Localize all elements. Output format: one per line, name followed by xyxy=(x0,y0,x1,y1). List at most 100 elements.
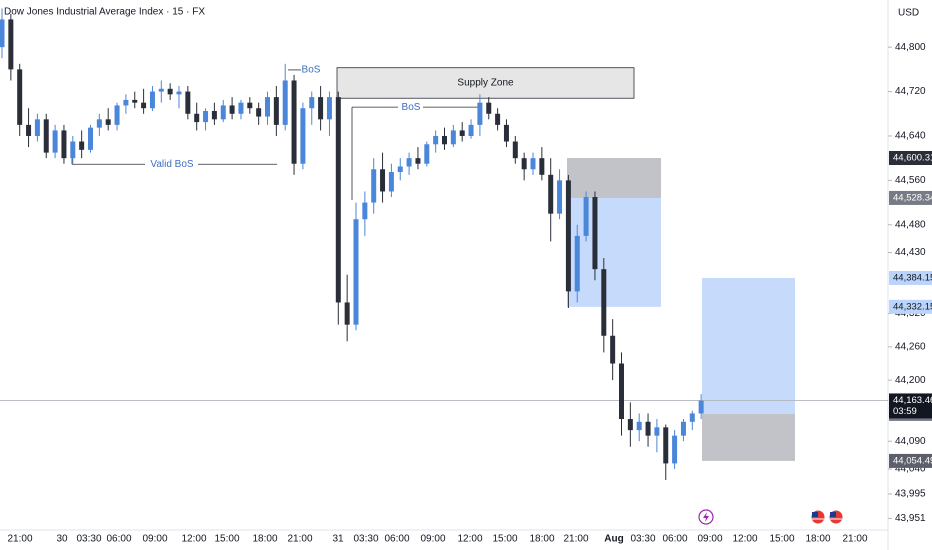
x-tick-label: 30 xyxy=(56,534,68,545)
candle-body xyxy=(211,110,217,120)
lightning-icon xyxy=(703,512,709,522)
candle-body xyxy=(105,119,111,125)
price-label: 44,600.31 xyxy=(893,153,932,164)
candle-body xyxy=(229,105,235,114)
candle-body xyxy=(353,219,359,325)
candle-body xyxy=(273,97,279,125)
candle-body xyxy=(17,69,23,125)
x-tick-label: Aug xyxy=(604,534,623,545)
candle-body xyxy=(371,169,377,203)
candle-body xyxy=(114,105,120,125)
candle-body xyxy=(424,144,430,164)
candle-body xyxy=(592,197,598,270)
candle-body xyxy=(149,91,155,109)
price-label-bg xyxy=(889,453,932,468)
y-tick-label: 44,640 xyxy=(895,131,926,142)
x-tick-label: 18:00 xyxy=(529,534,554,545)
price-label: 44,528.34 xyxy=(893,192,932,203)
candle-body xyxy=(689,413,695,422)
supply-zone xyxy=(336,67,635,99)
currency-label: USD xyxy=(898,8,919,19)
bos-label: BoS xyxy=(302,65,321,76)
last-price-label: 44,163.46 xyxy=(893,395,932,406)
candle-body xyxy=(636,421,642,431)
candle-body xyxy=(123,99,129,106)
x-tick-label: 12:00 xyxy=(181,534,206,545)
x-tick-label: 15:00 xyxy=(492,534,517,545)
candle-body xyxy=(530,158,536,170)
x-tick-label: 06:00 xyxy=(662,534,687,545)
bos-label: BoS xyxy=(402,102,421,113)
y-tick-label: 44,480 xyxy=(895,219,926,230)
candle-body xyxy=(43,119,49,153)
flag-canton xyxy=(830,512,836,517)
candle-body xyxy=(158,88,164,92)
candle-body xyxy=(583,197,589,236)
candle-body xyxy=(70,141,76,159)
candle-body xyxy=(185,91,191,114)
candle-body xyxy=(220,105,226,120)
flag-canton xyxy=(812,512,818,517)
y-tick-label: 44,040 xyxy=(895,464,926,475)
x-tick-label: 31 xyxy=(332,534,344,545)
chart-title: Dow Jones Industrial Average Index · 15 … xyxy=(4,7,205,18)
x-tick-label: 12:00 xyxy=(732,534,757,545)
event-icons xyxy=(698,509,844,525)
candle-body xyxy=(521,158,527,170)
price-label: 44,384.15 xyxy=(893,272,932,283)
x-tick-label: 03:30 xyxy=(630,534,655,545)
candle-body xyxy=(503,124,509,142)
candle-body xyxy=(132,99,138,103)
candle-body xyxy=(654,427,660,436)
candle-body xyxy=(601,269,607,336)
x-tick-label: 09:00 xyxy=(420,534,445,545)
stop-zone xyxy=(702,413,795,461)
x-tick-label: 06:00 xyxy=(384,534,409,545)
candle-body xyxy=(203,110,209,123)
y-tick-label: 44,090 xyxy=(895,436,926,447)
candle-body xyxy=(167,88,173,95)
x-tick-label: 21:00 xyxy=(287,534,312,545)
candle-body xyxy=(388,172,394,192)
x-tick-label: 03:30 xyxy=(353,534,378,545)
price-label-bg xyxy=(889,190,932,205)
y-tick-label: 44,560 xyxy=(895,175,926,186)
candle-body xyxy=(335,97,341,303)
candle-body xyxy=(663,427,669,464)
candle-body xyxy=(557,180,563,214)
candle-body xyxy=(194,113,200,123)
candle-body xyxy=(698,400,704,414)
candle-body xyxy=(486,102,492,114)
price-label: 44,054.49 xyxy=(893,455,932,466)
candle-body xyxy=(512,141,518,159)
y-tick-label: 44,200 xyxy=(895,375,926,386)
candle-body xyxy=(380,169,386,192)
y-tick-label: 43,995 xyxy=(895,489,926,500)
x-tick-label: 15:00 xyxy=(769,534,794,545)
candle-body xyxy=(468,124,474,136)
stop-zone xyxy=(567,157,661,198)
candle-body xyxy=(309,97,315,109)
candle-body xyxy=(406,158,412,167)
candle-body xyxy=(619,363,624,420)
target-zone xyxy=(567,197,661,307)
x-tick-label: 21:00 xyxy=(7,534,32,545)
x-tick-label: 21:00 xyxy=(563,534,588,545)
candle-body xyxy=(645,421,651,436)
candle-body xyxy=(326,97,332,120)
candle-body xyxy=(96,119,102,128)
candle-body xyxy=(265,97,270,117)
candle-body xyxy=(291,80,297,164)
candle-body xyxy=(362,202,368,220)
candle-body xyxy=(26,124,32,136)
x-tick-label: 09:00 xyxy=(142,534,167,545)
candle-body xyxy=(141,102,147,109)
candle-body xyxy=(238,102,244,114)
price-label: 44,332.15 xyxy=(893,301,932,312)
x-tick-label: 09:00 xyxy=(697,534,722,545)
candle-body xyxy=(52,130,58,153)
x-tick-label: 03:30 xyxy=(76,534,101,545)
candle-body xyxy=(8,19,14,70)
